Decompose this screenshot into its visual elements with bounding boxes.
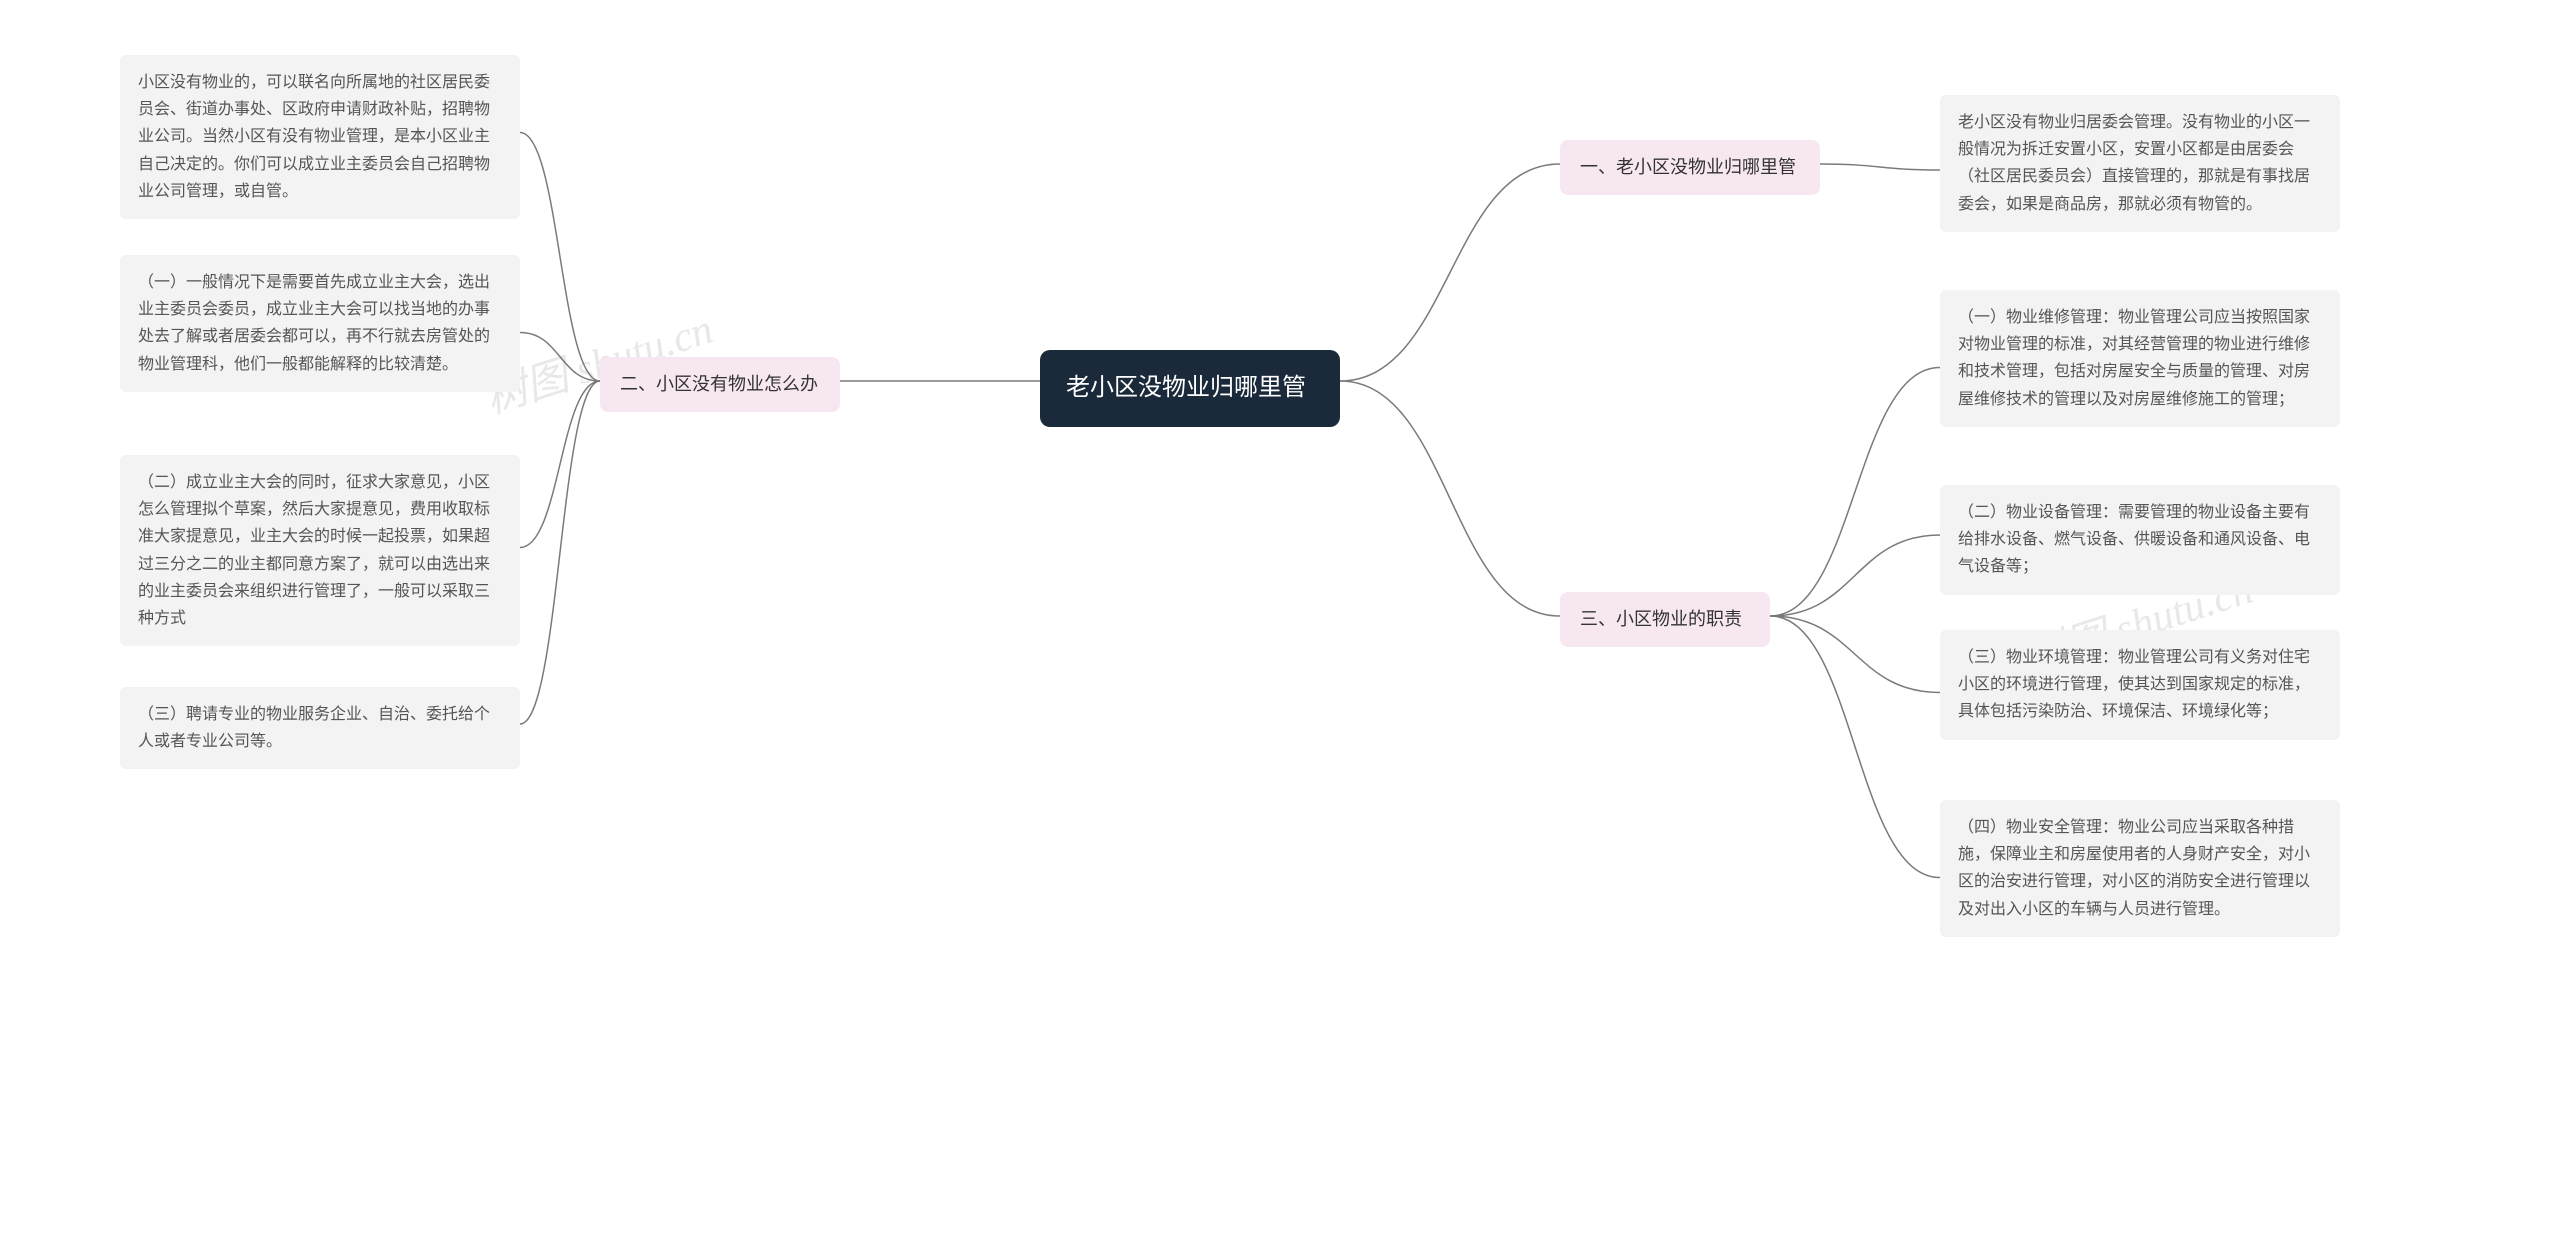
leaf-node-b3-0: （一）物业维修管理：物业管理公司应当按照国家对物业管理的标准，对其经营管理的物业… — [1940, 290, 2340, 427]
leaf-node-b3-1: （二）物业设备管理：需要管理的物业设备主要有给排水设备、燃气设备、供暖设备和通风… — [1940, 485, 2340, 595]
leaf-node-b1-0: 老小区没有物业归居委会管理。没有物业的小区一般情况为拆迁安置小区，安置小区都是由… — [1940, 95, 2340, 232]
branch-node-b2: 二、小区没有物业怎么办 — [600, 357, 840, 412]
leaf-node-b3-2: （三）物业环境管理：物业管理公司有义务对住宅小区的环境进行管理，使其达到国家规定… — [1940, 630, 2340, 740]
leaf-node-b2-0: 小区没有物业的，可以联名向所属地的社区居民委员会、街道办事处、区政府申请财政补贴… — [120, 55, 520, 219]
branch-node-b1: 一、老小区没物业归哪里管 — [1560, 140, 1820, 195]
leaf-node-b2-1: （一）一般情况下是需要首先成立业主大会，选出业主委员会委员，成立业主大会可以找当… — [120, 255, 520, 392]
leaf-node-b2-3: （三）聘请专业的物业服务企业、自治、委托给个人或者专业公司等。 — [120, 687, 520, 769]
mindmap-canvas: 老小区没物业归哪里管 一、老小区没物业归哪里管 老小区没有物业归居委会管理。没有物业… — [0, 0, 2560, 1256]
leaf-node-b2-2: （二）成立业主大会的同时，征求大家意见，小区怎么管理拟个草案，然后大家提意见，费… — [120, 455, 520, 646]
branch-node-b3: 三、小区物业的职责 — [1560, 592, 1770, 647]
root-node: 老小区没物业归哪里管 — [1040, 350, 1340, 427]
leaf-node-b3-3: （四）物业安全管理：物业公司应当采取各种措施，保障业主和房屋使用者的人身财产安全… — [1940, 800, 2340, 937]
